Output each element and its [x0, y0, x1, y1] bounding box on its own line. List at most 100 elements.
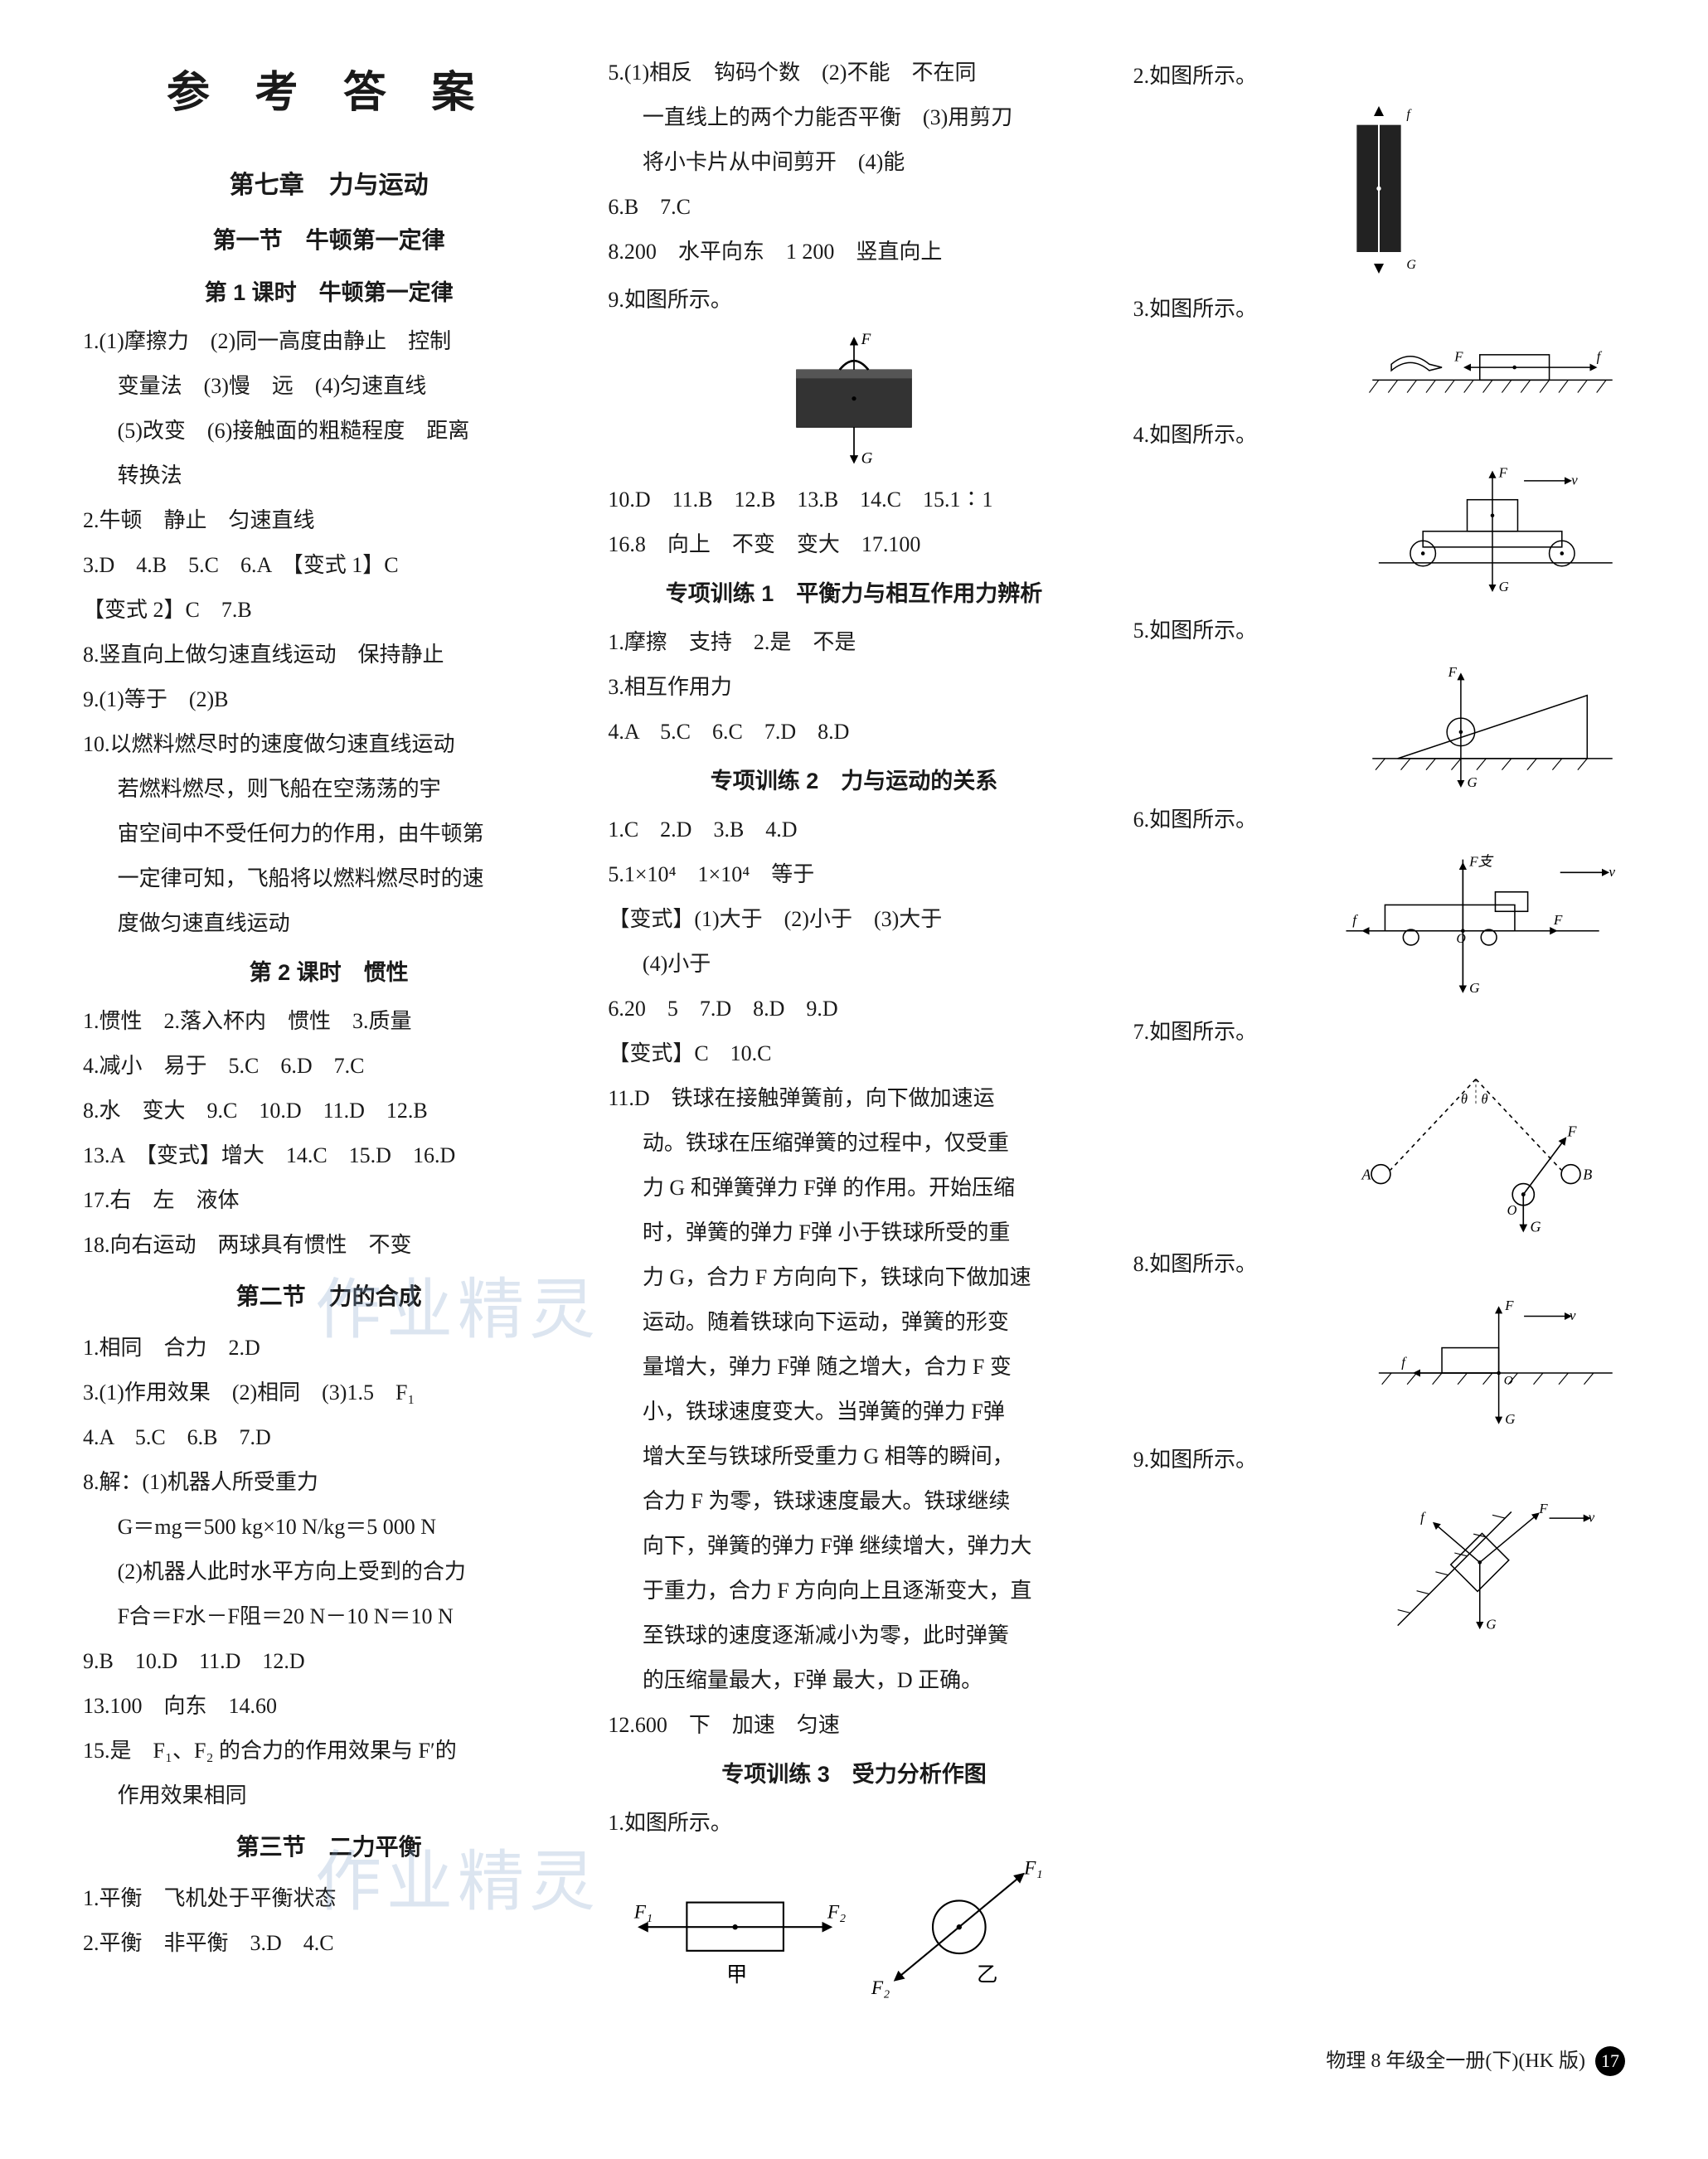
label-F: F [1566, 1123, 1577, 1139]
section-heading: 第一节 牛顿第一定律 [83, 217, 575, 264]
answer-line: 6.B 7.C [608, 186, 1099, 229]
explanation-line: 动。铁球在压缩弹簧的过程中，仅受重 [608, 1122, 1099, 1165]
figure-caption: 2.如图所示。 [1133, 55, 1625, 98]
answer-line: 【变式】(1)大于 (2)小于 (3)大于 [608, 898, 1099, 941]
answer-line: 13.100 向东 14.60 [83, 1685, 575, 1728]
answer-line: 1.惯性 2.落入杯内 惯性 3.质量 [83, 1000, 575, 1043]
label-f: f [1420, 1510, 1426, 1526]
label-G: G [1530, 1218, 1541, 1235]
label-F: F [1448, 664, 1458, 680]
answer-line: 8.水 变大 9.C 10.D 11.D 12.B [83, 1089, 575, 1133]
answer-line: 13.A 【变式】增大 14.C 15.D 16.D [83, 1134, 575, 1177]
figure-caption: 9.如图所示。 [1133, 1439, 1625, 1482]
label-f: f [1597, 349, 1603, 365]
explanation-line: 小，铁球速度变大。当弹簧的弹力 F弹 [608, 1390, 1099, 1434]
answer-line: (5)改变 (6)接触面的粗糙程度 距离 [83, 410, 575, 453]
answer-line: 10.以燃料燃尽时的速度做匀速直线运动 [83, 723, 575, 766]
answer-line: 1.相同 合力 2.D [83, 1327, 575, 1370]
explanation-line: 11.D 铁球在接触弹簧前，向下做加速运 [608, 1077, 1099, 1120]
label-F: F [1504, 1298, 1514, 1313]
figure-caption: 4.如图所示。 [1133, 414, 1625, 457]
explanation-line: 向下，弹簧的弹力 F弹 继续增大，弹力大 [608, 1525, 1099, 1568]
figure-caption: 6.如图所示。 [1133, 798, 1625, 842]
label-F: F [861, 331, 871, 348]
answer-line: 10.D 11.B 12.B 13.B 14.C 15.1∶1 [608, 478, 1099, 522]
diagram-9-wall: F v f G [1360, 1487, 1625, 1638]
label-B: B [1583, 1166, 1592, 1182]
answer-line: 宙空间中不受任何力的作用，由牛顿第 [83, 813, 575, 856]
figure-caption: 5.如图所示。 [1133, 609, 1625, 653]
explanation-line: 量增大，弹力 F弹 随之增大，合力 F 变 [608, 1346, 1099, 1389]
answer-line: 8.200 水平向东 1 200 竖直向上 [608, 230, 1099, 274]
answer-line: 【变式】C 10.C [608, 1032, 1099, 1075]
answer-line: 8.竖直向上做匀速直线运动 保持静止 [83, 633, 575, 677]
subsection-heading: 专项训练 2 力与运动的关系 [608, 759, 1099, 803]
figure-caption: 8.如图所示。 [1133, 1243, 1625, 1286]
answer-line: F合＝F水－F阻＝20 N－10 N＝10 N [83, 1595, 575, 1638]
answer-line: 17.右 左 液体 [83, 1179, 575, 1222]
explanation-line: 合力 F 为零，铁球速度最大。铁球继续 [608, 1480, 1099, 1523]
lesson-heading: 第 1 课时 牛顿第一定律 [83, 270, 575, 315]
chapter-heading: 第七章 力与运动 [83, 161, 575, 211]
answer-line: 12.600 下 加速 匀速 [608, 1704, 1099, 1747]
explanation-line: 运动。随着铁球向下运动，弹簧的形变 [608, 1301, 1099, 1344]
answer-line: 转换法 [83, 454, 575, 497]
answer-line: 一定律可知，飞船将以燃料燃尽时的速 [83, 857, 575, 900]
diagram-7-triangle: A B θ θ O F G [1327, 1059, 1625, 1235]
answer-line: 将小卡片从中间剪开 (4)能 [608, 141, 1099, 184]
subsection-heading: 专项训练 3 受力分析作图 [608, 1752, 1099, 1797]
label-v: v [1571, 473, 1578, 488]
answer-line: 1.(1)摩擦力 (2)同一高度由静止 控制 [83, 320, 575, 363]
label-G: G [1499, 579, 1509, 594]
answer-line: (2)机器人此时水平方向上受到的合力 [83, 1550, 575, 1594]
label-theta: θ [1461, 1091, 1468, 1107]
figure-caption: 3.如图所示。 [1133, 288, 1625, 331]
section-heading: 第三节 二力平衡 [83, 1824, 575, 1870]
page-title: 参 考 答 案 [83, 50, 575, 136]
label-f: f [1407, 108, 1413, 122]
answer-line: 【变式 2】C 7.B [83, 589, 575, 632]
answer-line: 16.8 向上 不变 变大 17.100 [608, 523, 1099, 566]
answer-line: 度做匀速直线运动 [83, 902, 575, 945]
answer-line: G＝mg＝500 kg×10 N/kg＝5 000 N [83, 1506, 575, 1549]
label-F: F [1498, 464, 1508, 480]
label-O: O [1457, 932, 1466, 946]
answer-line: 15.是 F₁、F₂ 的合力的作用效果与 F′的 [83, 1730, 575, 1773]
answer-line: 变量法 (3)慢 远 (4)匀速直线 [83, 365, 575, 408]
label-F2: F₂ [827, 1902, 846, 1924]
label-Fsub: F支 [1468, 853, 1494, 869]
label-G: G [1505, 1411, 1515, 1427]
diagram-3-push: F f [1360, 336, 1625, 405]
answer-line: 1.平衡 飞机处于平衡状态 [83, 1877, 575, 1920]
section-heading: 第二节 力的合成 [83, 1274, 575, 1320]
explanation-line: 力 G，合力 F 方向向下，铁球向下做加速 [608, 1256, 1099, 1299]
explanation-line: 时，弹簧的弹力 F弹 小于铁球所受的重 [608, 1211, 1099, 1254]
answer-line: 5.1×10⁴ 1×10⁴ 等于 [608, 853, 1099, 896]
label-G: G [1468, 774, 1478, 790]
answer-line: 1.摩擦 支持 2.是 不是 [608, 621, 1099, 664]
label-A: A [1361, 1166, 1372, 1182]
page-number-badge: 17 [1595, 2046, 1625, 2076]
label-F2: F₂ [871, 1977, 890, 1999]
diagram-2-hanging: f G [1296, 103, 1462, 279]
label-v: v [1589, 1510, 1595, 1526]
label-O: O [1507, 1202, 1517, 1218]
answer-line: 2.平衡 非平衡 3.D 4.C [83, 1922, 575, 1965]
label-v: v [1609, 864, 1615, 880]
explanation-line: 的压缩量最大，F弹 最大，D 正确。 [608, 1659, 1099, 1702]
answer-line: 2.牛顿 静止 匀速直线 [83, 499, 575, 542]
answer-line: 18.向右运动 两球具有惯性 不变 [83, 1224, 575, 1267]
label-F1: F₁ [633, 1902, 653, 1924]
column-2: 5.(1)相反 钩码个数 (2)不能 不在同 一直线上的两个力能否平衡 (3)用… [608, 50, 1099, 2016]
figure-caption: 9.如图所示。 [608, 279, 1099, 322]
page-footer: 物理 8 年级全一册(下)(HK 版) 17 [83, 2041, 1625, 2081]
answer-line: 4.A 5.C 6.B 7.D [83, 1416, 575, 1459]
explanation-line: 至铁球的速度逐渐减小为零，此时弹簧 [608, 1614, 1099, 1657]
answer-line: 3.(1)作用效果 (2)相同 (3)1.5 F₁ [83, 1371, 575, 1414]
subsection-heading: 专项训练 1 平衡力与相互作用力辨析 [608, 571, 1099, 616]
label-F: F [1453, 349, 1463, 365]
explanation-line: 增大至与铁球所受重力 G 相等的瞬间， [608, 1435, 1099, 1478]
answer-line: (4)小于 [608, 943, 1099, 986]
column-3: 2.如图所示。 f G 3.如图所示。 [1133, 50, 1625, 2016]
answer-line: 作用效果相同 [83, 1774, 575, 1817]
